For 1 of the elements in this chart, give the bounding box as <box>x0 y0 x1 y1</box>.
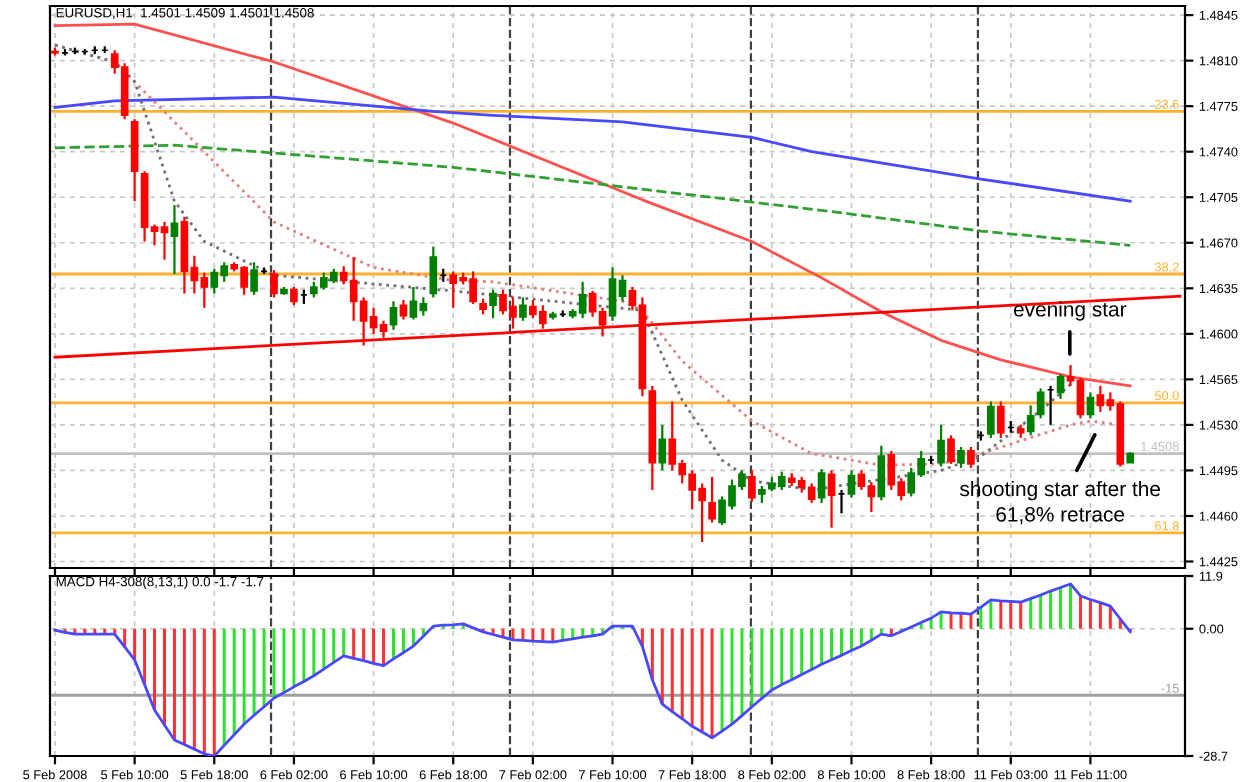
annotation: evening star <box>1013 301 1127 321</box>
